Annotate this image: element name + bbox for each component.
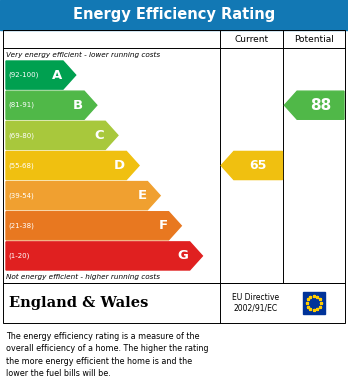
Text: EU Directive
2002/91/EC: EU Directive 2002/91/EC [231,293,279,313]
Text: Current: Current [235,34,269,43]
Text: E: E [137,189,147,202]
Text: (81-91): (81-91) [8,102,34,108]
Polygon shape [6,151,139,179]
Text: Very energy efficient - lower running costs: Very energy efficient - lower running co… [6,52,160,57]
Text: Energy Efficiency Rating: Energy Efficiency Rating [73,7,275,23]
Text: Not energy efficient - higher running costs: Not energy efficient - higher running co… [6,273,160,280]
Polygon shape [6,242,203,270]
Polygon shape [6,61,76,89]
Text: (21-38): (21-38) [8,222,34,229]
Polygon shape [6,212,181,240]
Text: The energy efficiency rating is a measure of the
overall efficiency of a home. T: The energy efficiency rating is a measur… [6,332,208,378]
Text: (69-80): (69-80) [8,132,34,138]
Polygon shape [6,121,118,149]
Text: 65: 65 [250,159,267,172]
Text: 88: 88 [310,98,331,113]
Polygon shape [6,91,97,119]
Polygon shape [221,151,283,179]
Text: (92-100): (92-100) [8,72,38,78]
Bar [3,283,345,323]
Bar [3,30,345,283]
Bar [0,0,348,30]
Polygon shape [6,181,160,210]
Text: D: D [114,159,125,172]
Text: (55-68): (55-68) [8,162,34,169]
Text: A: A [52,68,62,82]
Bar [303,292,325,314]
Text: F: F [158,219,168,232]
Text: B: B [73,99,83,112]
Text: (39-54): (39-54) [8,192,34,199]
Polygon shape [284,91,344,119]
Text: England & Wales: England & Wales [9,296,148,310]
Text: (1-20): (1-20) [8,253,29,259]
Text: Potential: Potential [294,34,334,43]
Text: G: G [178,249,189,262]
Text: C: C [95,129,104,142]
